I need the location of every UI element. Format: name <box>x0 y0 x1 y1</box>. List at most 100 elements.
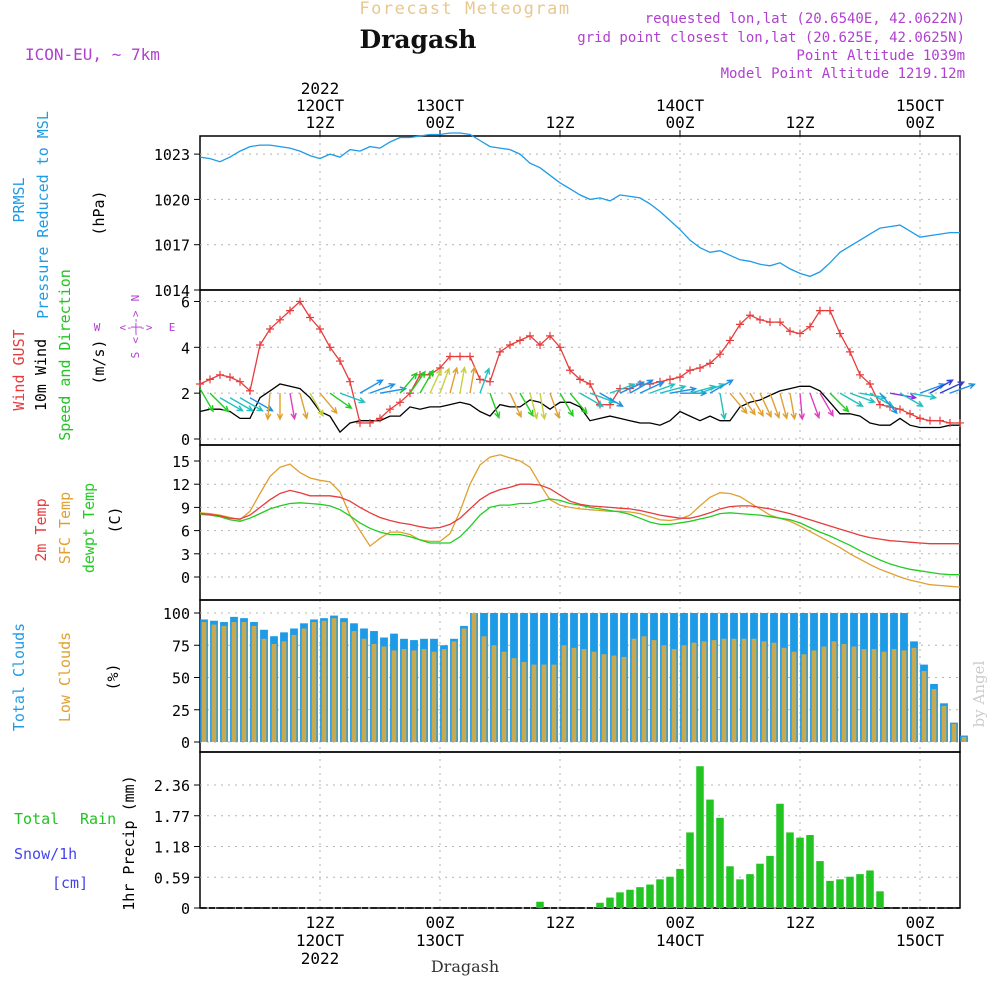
temp-dewpoint-label: dewpt Temp <box>80 483 98 573</box>
low-clouds-bar <box>661 645 667 742</box>
wind-direction-arrow <box>539 393 547 421</box>
gust-marker <box>326 343 334 352</box>
precip-frame <box>199 751 961 909</box>
gust-marker <box>836 329 844 338</box>
low-clouds-bar <box>511 658 517 742</box>
low-clouds-bar <box>951 723 957 742</box>
low-clouds-bar <box>711 640 717 742</box>
precip-ytick-label: 1.18 <box>154 839 190 857</box>
low-clouds-bar <box>451 641 457 742</box>
low-clouds-bar <box>801 654 807 742</box>
rain-bar <box>866 870 874 908</box>
top-axis-label: 15OCT <box>896 96 945 115</box>
low-clouds-bar <box>721 638 727 742</box>
low-clouds-bar <box>761 641 767 742</box>
rain-bar <box>806 835 814 908</box>
pressure-unit: (hPa) <box>90 190 108 235</box>
low-clouds-bar <box>541 664 547 742</box>
low-clouds-bar <box>211 624 217 742</box>
wind-compass: N W <-|-> <-|-> E S <box>94 295 176 359</box>
wind-direction-arrow <box>239 397 264 412</box>
gust-marker <box>746 311 754 320</box>
low-clouds-bar <box>621 656 627 742</box>
gust-marker <box>486 377 494 386</box>
rain-bar <box>746 874 754 908</box>
wind-direction-arrow <box>559 392 574 418</box>
low-clouds-bar <box>401 649 407 742</box>
rain-bar <box>856 874 864 908</box>
low-clouds-bar <box>441 649 447 742</box>
wind-direction-arrow <box>599 392 624 407</box>
gust-marker <box>406 389 414 398</box>
gust-marker <box>676 373 684 382</box>
low-clouds-bar <box>311 622 317 742</box>
wind-direction-arrow <box>779 392 789 420</box>
wind-10m-label: 10m Wind <box>32 339 50 411</box>
gust-marker <box>956 418 964 427</box>
temp-ytick-label: 3 <box>181 546 190 564</box>
wind-ytick-label: 6 <box>181 293 190 311</box>
wind-direction-arrow <box>549 392 561 420</box>
low-clouds-bar <box>361 638 367 742</box>
low-clouds-bar <box>731 638 737 742</box>
sfc-temp-series-line <box>199 454 961 588</box>
low-clouds-bar <box>741 638 747 742</box>
wind-direction-arrow <box>329 392 353 409</box>
gust-marker <box>466 352 474 361</box>
low-clouds-bar <box>611 655 617 742</box>
gust-marker <box>376 414 384 423</box>
low-clouds-bar <box>301 628 307 742</box>
gust-marker <box>296 297 304 306</box>
gust-marker <box>696 363 704 372</box>
bottom-axis-label: 12Z <box>786 913 815 932</box>
wind-direction-arrow <box>229 397 254 412</box>
gust-marker <box>806 322 814 331</box>
low-clouds-bar <box>491 645 497 742</box>
pressure-series-line <box>199 132 960 278</box>
wind-direction-arrow <box>429 368 442 394</box>
low-clouds-bar <box>351 631 357 742</box>
compass-east: E <box>169 321 176 334</box>
gust-marker <box>586 379 594 388</box>
rain-bar <box>656 879 664 908</box>
low-clouds-bar <box>681 645 687 742</box>
low-clouds-bar <box>911 647 917 742</box>
bottom-axis-label: 13OCT <box>416 931 465 950</box>
rain-bar <box>676 868 684 908</box>
wind-direction-arrow <box>749 392 764 418</box>
low-clouds-bar <box>841 643 847 742</box>
rain-bar <box>616 892 624 908</box>
point-altitude: Point Altitude 1039m <box>796 48 965 64</box>
gust-marker <box>516 336 524 345</box>
low-clouds-bar <box>411 650 417 742</box>
low-clouds-bar <box>201 622 207 742</box>
low-clouds-bar <box>271 643 277 742</box>
top-axis-label: 14OCT <box>656 96 705 115</box>
wind-direction-arrow <box>519 392 534 418</box>
wind-direction-arrow <box>319 392 338 415</box>
wind-direction-arrow <box>569 392 588 415</box>
low-clouds-bar <box>531 664 537 742</box>
gust-marker <box>246 386 254 395</box>
low-clouds-bar <box>281 641 287 742</box>
location-title: Dragash <box>360 25 477 54</box>
rain-bar <box>786 832 794 908</box>
wind-panel: 6 4 2 0 <box>181 289 976 449</box>
gust-marker <box>726 336 734 345</box>
wind-ytick-label: 2 <box>181 385 190 403</box>
low-clouds-bar <box>501 651 507 742</box>
low-clouds-bar <box>671 649 677 742</box>
rain-bar <box>796 837 804 908</box>
wind-direction-arrow <box>459 365 467 394</box>
gust-marker <box>396 398 404 407</box>
gust-marker <box>926 416 934 425</box>
low-clouds-bar <box>471 613 477 742</box>
gust-marker <box>686 366 694 375</box>
clouds-ytick-label: 50 <box>172 670 190 688</box>
wind-direction-arrow <box>199 388 214 413</box>
low-clouds-bar <box>241 622 247 742</box>
temp-ytick-label: 6 <box>181 523 190 541</box>
clouds-panel: 100 75 50 25 0 <box>163 599 968 753</box>
rain-bar <box>736 879 744 908</box>
temp-ytick-label: 12 <box>172 476 190 494</box>
